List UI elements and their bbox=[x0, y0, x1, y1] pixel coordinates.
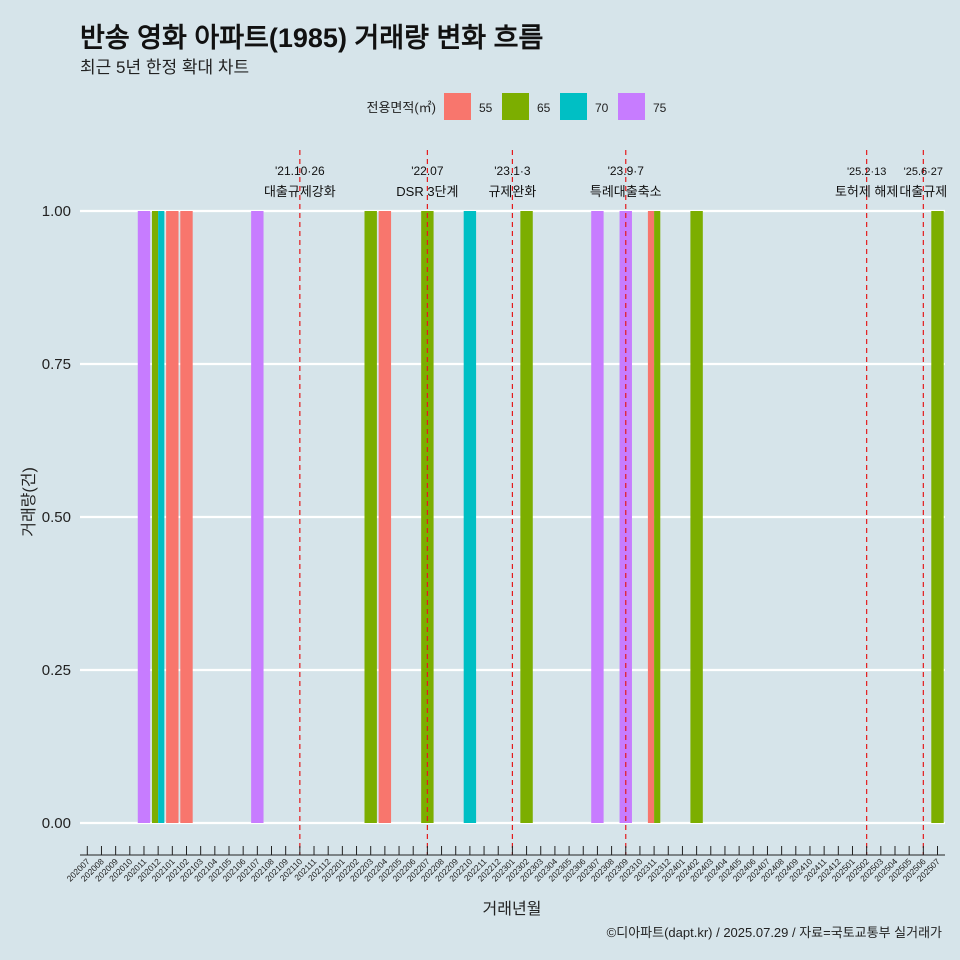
event-label: 대출규제강화 bbox=[264, 184, 336, 199]
event-date: '23.9·7 bbox=[608, 164, 645, 178]
legend-label-55: 55 bbox=[479, 101, 493, 115]
event-date: '21.10·26 bbox=[275, 164, 325, 178]
bar-202402-65 bbox=[690, 211, 703, 823]
bar-202309-75 bbox=[619, 211, 632, 823]
y-tick-label: 0.50 bbox=[42, 509, 71, 526]
legend-label-75: 75 bbox=[653, 101, 667, 115]
y-tick-label: 0.75 bbox=[42, 356, 71, 373]
bar-202307-75 bbox=[591, 211, 604, 823]
event-label: 토허제 해제 bbox=[835, 184, 898, 199]
y-axis: 0.00 0.25 0.50 0.75 1.00 bbox=[42, 203, 71, 832]
chart-title: 반송 영화 아파트(1985) 거래량 변화 흐름 bbox=[80, 23, 544, 53]
bar-202011-75 bbox=[137, 211, 151, 823]
event-lines: '21.10·26 대출규제강화 '22.07 DSR 3단계 '23.1·3 규제완화 '… bbox=[264, 150, 947, 855]
event-label: DSR 3단계 bbox=[396, 184, 458, 199]
x-axis: 2020072020082020092020102020112020122021… bbox=[65, 846, 945, 883]
bar-202101-55 bbox=[166, 211, 179, 823]
bar-202102-55 bbox=[180, 211, 193, 823]
bar-202302-65 bbox=[520, 211, 533, 823]
y-tick-label: 1.00 bbox=[42, 203, 71, 220]
bar-202203-65 bbox=[364, 211, 377, 823]
legend: 전용면적(㎡) 55 65 70 75 bbox=[367, 93, 667, 120]
gridlines bbox=[80, 209, 945, 825]
legend-label-65: 65 bbox=[537, 101, 551, 115]
bar-202012-70 bbox=[158, 211, 165, 823]
bar-202210-70 bbox=[463, 211, 477, 823]
legend-label-70: 70 bbox=[595, 101, 609, 115]
source-caption: ©디아파트(dapt.kr) / 2025.07.29 / 자료=국토교통부 실… bbox=[606, 925, 942, 940]
x-axis-label: 거래년월 bbox=[483, 900, 542, 918]
bar-202204-55 bbox=[378, 211, 392, 823]
legend-key-65 bbox=[502, 93, 529, 120]
bar-202012-65 bbox=[151, 211, 159, 823]
event-label: 규제완화 bbox=[488, 184, 536, 199]
y-tick-label: 0.25 bbox=[42, 662, 71, 679]
bar-202107-75 bbox=[251, 211, 264, 823]
event-date: '23.1·3 bbox=[494, 164, 531, 178]
bar-202311-55 bbox=[647, 211, 655, 823]
bars bbox=[137, 211, 944, 823]
y-tick-label: 0.00 bbox=[42, 815, 71, 832]
event-label: 대출규제 bbox=[899, 184, 947, 199]
event-date: '25.6·27 bbox=[904, 166, 943, 178]
legend-key-75 bbox=[618, 93, 645, 120]
event-date: '22.07 bbox=[411, 164, 444, 178]
bar-202207-65 bbox=[421, 211, 434, 823]
legend-key-55 bbox=[444, 93, 471, 120]
y-axis-label: 거래량(건) bbox=[20, 467, 38, 537]
event-label: 특례대출축소 bbox=[590, 184, 662, 199]
legend-title: 전용면적(㎡) bbox=[367, 100, 437, 115]
event-date: '25.2·13 bbox=[847, 166, 886, 178]
legend-key-70 bbox=[560, 93, 587, 120]
bar-202507-65 bbox=[931, 211, 944, 823]
bar-202311-65 bbox=[654, 211, 661, 823]
chart-subtitle: 최근 5년 한정 확대 차트 bbox=[80, 58, 250, 77]
